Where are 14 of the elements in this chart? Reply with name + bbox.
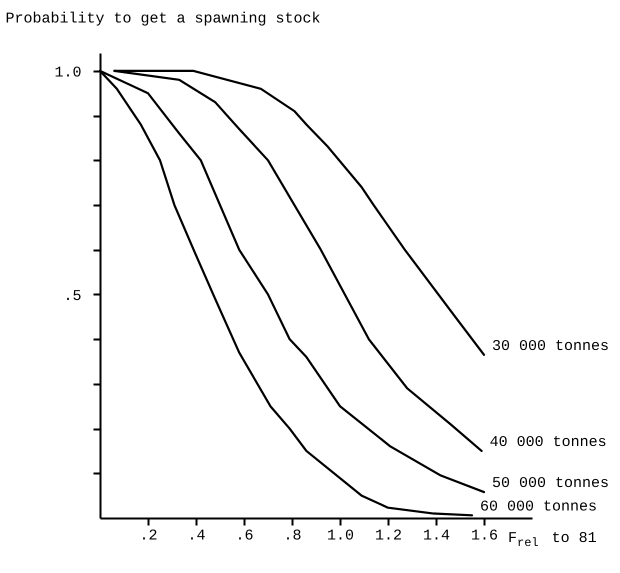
x-tick-label: 1.2 xyxy=(374,528,402,544)
series-label: 60 000 tonnes xyxy=(480,498,598,516)
x-tick-label: .2 xyxy=(139,528,158,544)
y-tick-label: .5 xyxy=(63,288,82,305)
x-tick-label: 1.4 xyxy=(422,528,450,544)
y-axis-title: Probability to get a spawning stock xyxy=(6,10,321,28)
series-label: 30 000 tonnes xyxy=(492,338,610,355)
x-tick-label: .8 xyxy=(283,528,302,544)
x-tick-label: 1.0 xyxy=(326,528,354,544)
series-label: 40 000 tonnes xyxy=(490,434,607,451)
x-tick-label: 1.6 xyxy=(470,528,498,544)
x-tick-label: .6 xyxy=(235,528,254,544)
series-label: 50 000 tonnes xyxy=(492,475,610,492)
x-tick-label: .4 xyxy=(187,528,206,544)
